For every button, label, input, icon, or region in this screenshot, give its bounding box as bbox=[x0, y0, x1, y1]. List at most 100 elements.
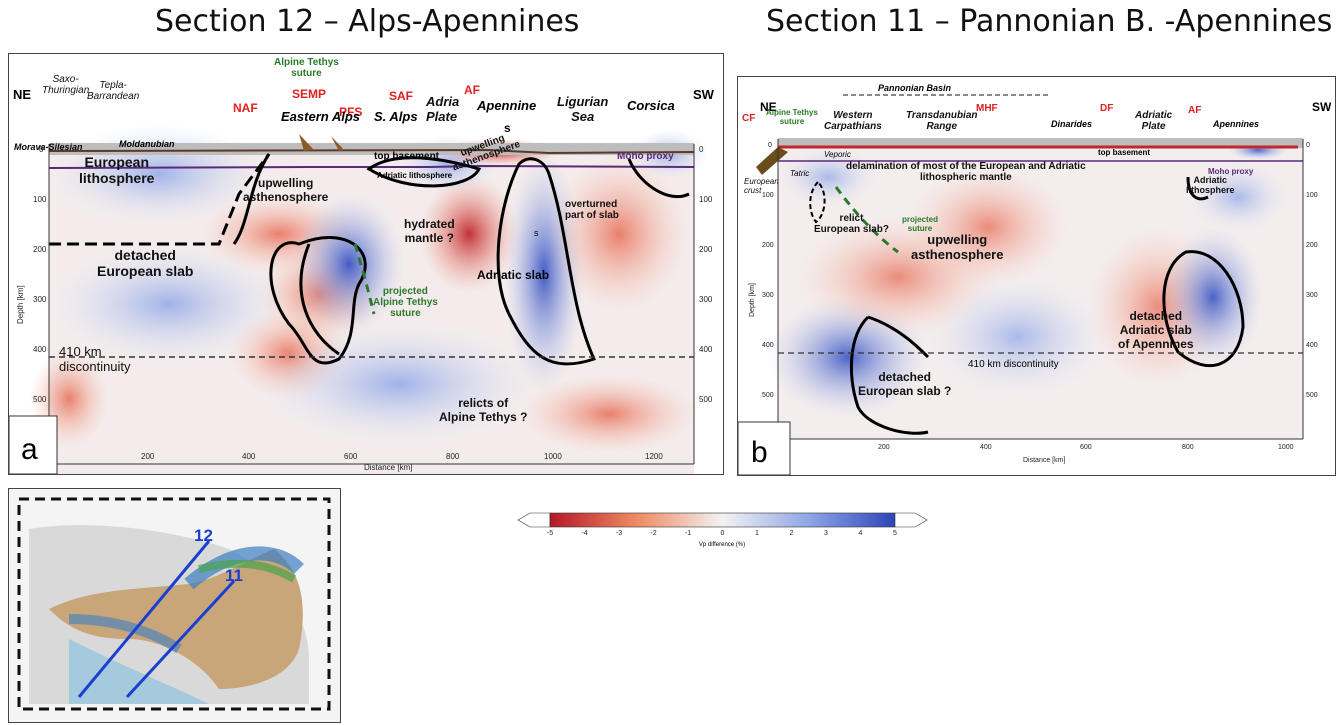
b-ytick-right: 200 bbox=[1306, 242, 1318, 249]
a-xtick: 1200 bbox=[645, 452, 663, 461]
b-adriatic-plate: Adriatic Plate bbox=[1135, 110, 1173, 132]
a-saxo: Saxo- Thuringian bbox=[42, 74, 90, 96]
a-fault-pfs: PFS bbox=[339, 105, 362, 119]
a-xtick: 1000 bbox=[544, 452, 562, 461]
a-sw: SW bbox=[693, 87, 715, 102]
a-ylabel: Depth [km] bbox=[16, 285, 25, 324]
colorbar-tick: 0 bbox=[721, 530, 725, 537]
a-overturned: overturned part of slab bbox=[565, 199, 619, 221]
a-fault-naf: NAF bbox=[233, 101, 258, 115]
b-detached-adriatic: detached Adriatic slab of Apennines bbox=[1118, 309, 1194, 351]
b-ytick: 0 bbox=[768, 142, 772, 149]
colorbar-label: Vp difference (%) bbox=[699, 542, 745, 548]
a-ytick: 0 bbox=[39, 145, 44, 154]
colorbar-tick: -5 bbox=[547, 530, 553, 537]
a-s-label: s bbox=[504, 121, 511, 135]
b-relict: relict European slab? bbox=[814, 213, 890, 235]
a-fault-saf: SAF bbox=[389, 89, 413, 103]
colorbar-tick: 1 bbox=[755, 530, 759, 537]
b-ytick: 200 bbox=[762, 242, 774, 249]
a-moldanubian: Moldanubian bbox=[119, 139, 175, 149]
a-corsica: Corsica bbox=[627, 98, 675, 113]
a-xlabel: Distance [km] bbox=[364, 463, 412, 472]
a-xtick: 400 bbox=[242, 452, 256, 461]
a-projected: projected Alpine Tethys suture bbox=[373, 286, 438, 319]
colorbar-tick: -3 bbox=[616, 530, 622, 537]
a-ytick-right: 200 bbox=[699, 245, 713, 254]
a-detached: detached European slab bbox=[97, 247, 194, 279]
colorbar-tick: -4 bbox=[581, 530, 587, 537]
a-ytick: 300 bbox=[33, 295, 47, 304]
a-suture: Alpine Tethys suture bbox=[274, 57, 339, 79]
b-pannonian: Pannonian Basin bbox=[878, 83, 952, 93]
a-ytick-right: 400 bbox=[699, 345, 713, 354]
a-top-basement: top basement bbox=[374, 151, 440, 162]
a-adria: Adria Plate bbox=[426, 94, 460, 124]
b-tatric: Tatric bbox=[790, 169, 809, 178]
a-ne: NE bbox=[13, 87, 31, 102]
b-suture: Alpine Tethys suture bbox=[766, 108, 818, 126]
b-delamination: delamination of most of the European and… bbox=[846, 161, 1086, 183]
b-ytick: 300 bbox=[762, 292, 774, 299]
b-fault-df: DF bbox=[1100, 103, 1113, 114]
b-upwelling: upwelling asthenosphere bbox=[911, 232, 1004, 262]
a-ytick-right: 300 bbox=[699, 295, 713, 304]
colorbar-tick: -1 bbox=[685, 530, 691, 537]
a-ytick-right: 0 bbox=[699, 145, 704, 154]
b-disc: 410 km discontinuity bbox=[968, 359, 1059, 370]
a-ligurian: Ligurian Sea bbox=[557, 94, 609, 124]
map-label-11: 11 bbox=[225, 566, 243, 585]
a-adriatic-litho: Adriatic lithosphere bbox=[377, 171, 453, 180]
colorbar-tick: 2 bbox=[790, 530, 794, 537]
b-fault-af: AF bbox=[1188, 105, 1201, 116]
a-apennine: Apennine bbox=[476, 98, 536, 113]
b-ytick: 400 bbox=[762, 342, 774, 349]
a-fault-af: AF bbox=[464, 83, 480, 97]
b-ne: NE bbox=[760, 100, 777, 114]
b-fault-mhf: MHF bbox=[976, 103, 998, 114]
b-projected: projected suture bbox=[902, 215, 939, 233]
a-upwelling: upwelling asthenosphere bbox=[243, 176, 329, 204]
colorbar-tick: 5 bbox=[893, 530, 897, 537]
b-xtick: 600 bbox=[1080, 444, 1092, 451]
b-ytick: 100 bbox=[762, 192, 774, 199]
location-map: 12 11 bbox=[8, 488, 341, 723]
panel-b-svg: 0 100 200 300 400 500 0 100 200 300 400 … bbox=[738, 83, 1332, 475]
b-xtick: 400 bbox=[980, 444, 992, 451]
b-ytick-right: 400 bbox=[1306, 342, 1318, 349]
a-xtick: 200 bbox=[141, 452, 155, 461]
panel-b-cross-section: 0 100 200 300 400 500 0 100 200 300 400 … bbox=[737, 76, 1336, 476]
b-xtick: 800 bbox=[1182, 444, 1194, 451]
b-top-basement: top basement bbox=[1098, 148, 1150, 157]
a-s: s bbox=[534, 228, 539, 238]
b-detached-euro: detached European slab ? bbox=[858, 370, 952, 398]
b-xtick: 200 bbox=[878, 444, 890, 451]
b-fault-cf: CF bbox=[742, 113, 755, 124]
a-adriatic-slab: Adriatic slab bbox=[477, 268, 549, 282]
panel-a-cross-section: 0 100 200 300 400 500 0 100 200 300 400 … bbox=[8, 53, 724, 475]
b-ytick-right: 300 bbox=[1306, 292, 1318, 299]
b-transdanubian: Transdanubian Range bbox=[906, 110, 978, 132]
section-11-title: Section 11 – Pannonian B. -Apennines bbox=[766, 4, 1333, 39]
b-ytick: 500 bbox=[762, 392, 774, 399]
a-eastern-alps: Eastern Alps bbox=[281, 109, 360, 124]
b-moho: Moho proxy bbox=[1208, 167, 1254, 176]
a-euro-litho: European lithosphere bbox=[79, 154, 155, 186]
a-ytick: 200 bbox=[33, 245, 47, 254]
a-ytick: 400 bbox=[33, 345, 47, 354]
map-svg: 12 11 bbox=[9, 489, 340, 722]
b-ytick-right: 0 bbox=[1306, 142, 1310, 149]
a-ytick: 500 bbox=[33, 395, 47, 404]
colorbar-tick: 3 bbox=[824, 530, 828, 537]
b-apennines: Apennines bbox=[1212, 119, 1259, 129]
a-ytick-right: 100 bbox=[699, 195, 713, 204]
map-label-12: 12 bbox=[194, 526, 213, 545]
a-moho: Moho proxy bbox=[617, 151, 674, 162]
b-veporic: Veporic bbox=[824, 150, 851, 159]
a-xtick: 600 bbox=[344, 452, 358, 461]
b-xtick: 1000 bbox=[1278, 444, 1294, 451]
b-sw: SW bbox=[1312, 100, 1332, 114]
colorbar: -5 -4 -3 -2 -1 0 1 2 3 4 5 Vp difference (%) bbox=[516, 510, 929, 550]
b-ytick-right: 500 bbox=[1306, 392, 1318, 399]
colorbar-tick: -2 bbox=[650, 530, 656, 537]
